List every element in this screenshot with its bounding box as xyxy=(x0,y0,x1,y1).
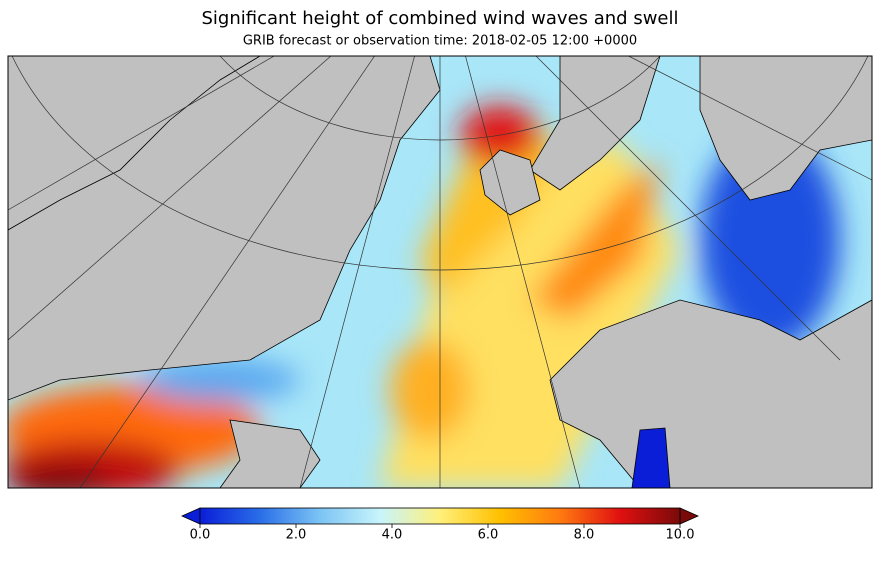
colorbar-scale xyxy=(199,507,681,525)
map-frame xyxy=(7,55,873,489)
colorbar-high-arrow xyxy=(679,507,699,525)
colorbar-tick-label: 8.0 xyxy=(574,528,595,543)
title: Significant height of combined wind wave… xyxy=(202,8,679,29)
colorbar-tick-label: 10.0 xyxy=(666,528,695,543)
map xyxy=(8,56,872,488)
subtitle: GRIB forecast or observation time: 2018-… xyxy=(243,34,637,49)
land xyxy=(8,56,872,488)
graticule xyxy=(8,56,872,488)
colorbar-tick-label: 6.0 xyxy=(478,528,499,543)
colorbar-low-arrow xyxy=(181,507,201,525)
colorbar-tick-label: 0.0 xyxy=(190,528,211,543)
colorbar-tick-label: 4.0 xyxy=(382,528,403,543)
colorbar: 0.0 2.0 4.0 6.0 8.0 10.0 xyxy=(181,507,699,543)
colorbar-tick-label: 2.0 xyxy=(286,528,307,543)
